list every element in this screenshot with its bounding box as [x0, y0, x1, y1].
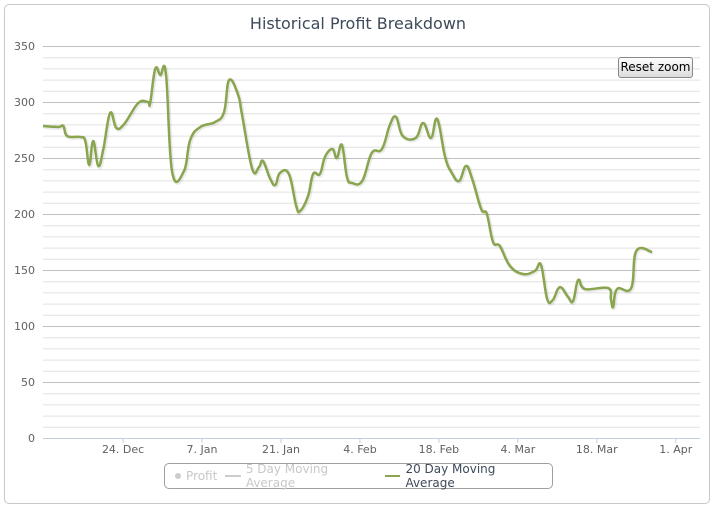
reset-zoom-button[interactable]: Reset zoom [618, 57, 693, 78]
y-tick-label: 350 [14, 40, 35, 53]
series-shadow [43, 65, 654, 311]
legend-line-icon [384, 475, 401, 477]
x-tick-label: 4. Mar [500, 443, 535, 456]
y-tick-label: 100 [14, 320, 35, 333]
legend-label: 5 Day Moving Average [245, 462, 329, 490]
series-line-20-day-moving-average [42, 64, 653, 309]
x-tick-label: 7. Jan [187, 443, 218, 456]
chart-title: Historical Profit Breakdown [249, 14, 467, 33]
y-tick-label: 300 [14, 96, 35, 109]
x-tick-label: 18. Feb [419, 443, 459, 456]
legend-item-20-day-ma[interactable]: 20 Day Moving Average [384, 462, 544, 490]
legend-label: Profit [186, 469, 218, 483]
x-tick-label: 24. Dec [102, 443, 144, 456]
x-tick-label: 4. Feb [343, 443, 376, 456]
x-tick-label: 21. Jan [262, 443, 300, 456]
chart-container [4, 4, 710, 504]
y-tick-label: 0 [28, 432, 35, 445]
legend-dot-icon [175, 473, 181, 479]
legend-line-icon [225, 475, 241, 477]
legend-item-profit[interactable]: Profit [175, 469, 217, 483]
y-tick-label: 150 [14, 264, 35, 277]
legend-item-5-day-ma[interactable]: 5 Day Moving Average [225, 462, 377, 490]
x-tick-label: 18. Mar [576, 443, 618, 456]
legend: Profit 5 Day Moving Average 20 Day Movin… [164, 462, 553, 490]
y-tick-label: 200 [14, 208, 35, 221]
x-tick-label: 1. Apr [659, 443, 692, 456]
y-tick-label: 50 [21, 376, 35, 389]
y-tick-label: 250 [14, 152, 35, 165]
legend-label: 20 Day Moving Average [405, 462, 496, 490]
